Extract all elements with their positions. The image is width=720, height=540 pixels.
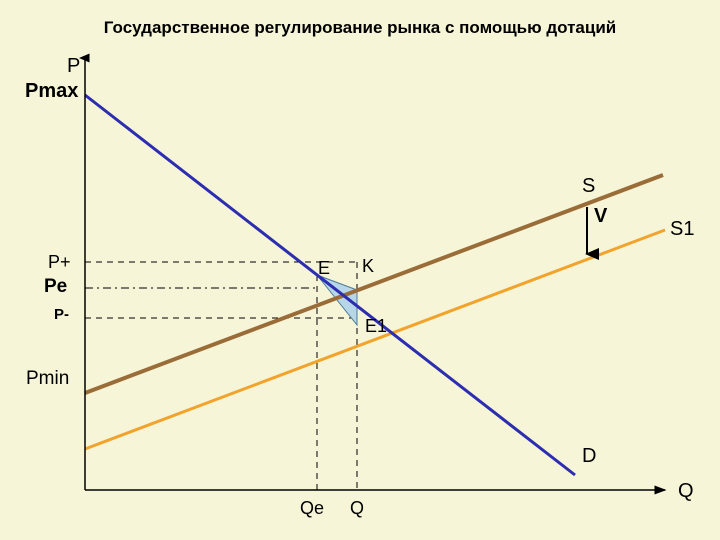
- s1-label: S1: [670, 218, 694, 241]
- qe-label: Qe: [300, 498, 324, 519]
- supply1-line: [85, 230, 665, 449]
- diagram-container: Государственное регулирование рынка с по…: [0, 0, 720, 540]
- v-label: V: [594, 205, 607, 228]
- d-label: D: [582, 445, 596, 468]
- p-axis-label: P: [67, 55, 80, 78]
- q-label: Q: [350, 498, 364, 519]
- q-axis-label: Q: [678, 480, 694, 503]
- chart-svg: [0, 0, 720, 540]
- pe-label: Pe: [44, 276, 67, 298]
- e1-point-label: E1: [365, 316, 387, 337]
- k-point-label: K: [362, 256, 374, 277]
- pminus-label: P-: [54, 306, 69, 323]
- pmin-label: Pmin: [26, 368, 69, 390]
- pplus-label: P+: [48, 252, 71, 273]
- demand-line: [85, 95, 575, 475]
- supply-line: [85, 175, 663, 393]
- s-label: S: [582, 175, 595, 198]
- pmax-label: Pmax: [25, 80, 78, 103]
- e-point-label: E: [318, 258, 330, 279]
